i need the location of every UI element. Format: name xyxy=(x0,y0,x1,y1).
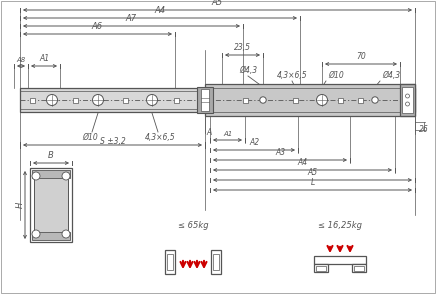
Text: A2: A2 xyxy=(249,138,259,147)
Bar xyxy=(20,88,415,112)
Text: ≤ 16,25kg: ≤ 16,25kg xyxy=(318,221,362,230)
Circle shape xyxy=(47,94,58,106)
Text: A3: A3 xyxy=(275,148,285,157)
Bar xyxy=(293,98,297,103)
Bar xyxy=(316,266,326,271)
Circle shape xyxy=(62,230,70,238)
Text: L: L xyxy=(310,178,315,187)
Bar xyxy=(314,264,328,272)
Text: B: B xyxy=(48,151,54,160)
Text: Ø4,3: Ø4,3 xyxy=(239,66,257,75)
Text: Ø10: Ø10 xyxy=(328,71,344,80)
Circle shape xyxy=(372,97,378,103)
Text: S ±3,2: S ±3,2 xyxy=(99,137,126,146)
Circle shape xyxy=(62,172,70,180)
Text: A8: A8 xyxy=(17,57,26,63)
Circle shape xyxy=(317,94,327,106)
Circle shape xyxy=(92,94,103,106)
Bar xyxy=(201,89,209,111)
Bar xyxy=(358,98,362,103)
Bar xyxy=(402,87,413,113)
Bar xyxy=(32,232,70,240)
Circle shape xyxy=(405,102,409,106)
Bar xyxy=(213,254,219,270)
Bar xyxy=(174,98,178,103)
Bar xyxy=(34,176,68,234)
Circle shape xyxy=(146,94,157,106)
Bar xyxy=(165,250,175,274)
Text: A6: A6 xyxy=(92,22,103,31)
Text: 26: 26 xyxy=(419,126,429,134)
Circle shape xyxy=(32,230,40,238)
Bar xyxy=(123,98,127,103)
Bar xyxy=(30,98,34,103)
Text: A5: A5 xyxy=(212,0,223,7)
Bar xyxy=(242,98,248,103)
Circle shape xyxy=(405,94,409,98)
Text: 23,5: 23,5 xyxy=(234,43,251,52)
Text: A1: A1 xyxy=(39,54,49,63)
Text: A: A xyxy=(206,128,211,137)
Text: Ø4,3: Ø4,3 xyxy=(382,71,400,80)
Bar xyxy=(400,84,415,116)
Circle shape xyxy=(260,97,266,103)
Bar xyxy=(354,266,364,271)
Bar xyxy=(167,254,173,270)
Bar xyxy=(205,84,415,116)
Text: A5: A5 xyxy=(307,168,317,177)
Text: 4,3×6,5: 4,3×6,5 xyxy=(277,71,307,80)
Text: 70: 70 xyxy=(356,52,366,61)
Bar xyxy=(72,98,78,103)
Bar xyxy=(211,250,221,274)
Text: A1: A1 xyxy=(223,131,232,137)
Bar xyxy=(337,98,343,103)
Circle shape xyxy=(32,172,40,180)
Text: H: H xyxy=(16,202,24,208)
Text: A4: A4 xyxy=(154,6,166,15)
Bar xyxy=(197,87,213,113)
Text: A7: A7 xyxy=(126,14,137,23)
Text: Ø10: Ø10 xyxy=(82,133,98,142)
Bar xyxy=(32,170,70,178)
Bar xyxy=(30,168,72,242)
Text: 4,3×6,5: 4,3×6,5 xyxy=(145,133,175,142)
Text: ≤ 65kg: ≤ 65kg xyxy=(178,221,208,230)
Bar xyxy=(352,264,366,272)
Bar xyxy=(314,256,366,264)
Text: A4: A4 xyxy=(297,158,307,167)
